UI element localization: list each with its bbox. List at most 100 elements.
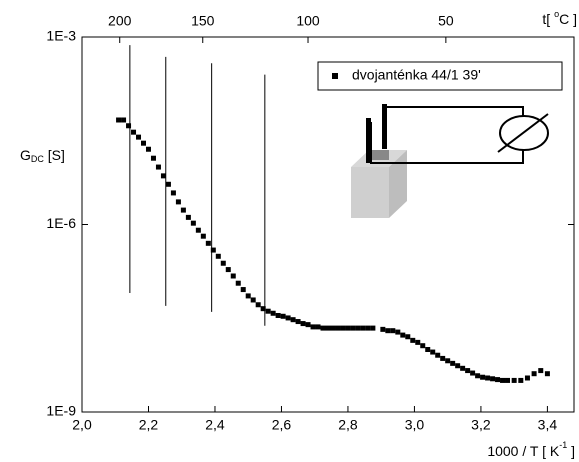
x-label-text: 1000 / T [ K — [487, 443, 560, 459]
legend-label: dvojanténka 44/1 39' — [352, 67, 481, 83]
data-point — [180, 207, 186, 213]
data-point — [126, 123, 132, 129]
data-point — [420, 343, 426, 349]
data-point — [365, 325, 371, 331]
data-point — [445, 358, 451, 364]
data-point — [210, 247, 216, 253]
data-point — [280, 313, 286, 319]
data-point — [131, 129, 137, 135]
y-label-unit: [S] — [44, 147, 65, 163]
data-point — [320, 325, 326, 331]
data-point — [285, 315, 291, 321]
data-point — [295, 319, 301, 325]
data-point — [330, 325, 336, 331]
x-tick-label: 2,8 — [338, 417, 358, 433]
data-point — [265, 308, 271, 314]
data-point — [340, 325, 346, 331]
x2-label-sup: o — [554, 9, 559, 19]
data-point — [460, 365, 466, 371]
data-point — [230, 273, 236, 279]
wire — [370, 122, 524, 164]
x-label-end: ] — [567, 443, 575, 459]
data-point — [405, 334, 411, 340]
x2-label-text: t[ — [542, 11, 554, 27]
data-point — [490, 376, 496, 382]
x2-tick-label: 150 — [191, 13, 215, 29]
data-point — [270, 310, 276, 316]
x-tick-label: 2,2 — [139, 417, 159, 433]
x2-axis-label: t[ oC ] — [542, 9, 577, 26]
legend-box — [317, 61, 563, 91]
data-point — [524, 375, 530, 381]
data-point — [410, 337, 416, 343]
data-point — [305, 322, 311, 328]
data-point — [345, 325, 351, 331]
data-point — [430, 349, 436, 355]
x2-label-end: C ] — [559, 11, 577, 27]
data-point — [400, 332, 406, 338]
data-point — [136, 134, 142, 140]
block-front — [351, 167, 389, 218]
x-tick-label: 3,0 — [405, 417, 425, 433]
data-point — [518, 377, 524, 383]
x-label-sup: -1 — [559, 440, 567, 450]
data-point — [435, 352, 441, 358]
data-point — [200, 233, 206, 239]
data-point — [255, 302, 261, 308]
x2-tick-label: 50 — [438, 13, 454, 29]
y-label-main: G — [20, 147, 31, 163]
data-point — [495, 377, 501, 383]
data-point — [160, 173, 166, 179]
data-point — [275, 312, 281, 318]
x-tick-label: 2,6 — [272, 417, 292, 433]
data-point — [355, 325, 361, 331]
data-point — [544, 371, 550, 377]
data-point — [240, 287, 246, 293]
data-point — [475, 373, 481, 379]
inset-schematic — [351, 104, 549, 218]
data-point — [325, 325, 331, 331]
x-tick-label: 2,0 — [72, 417, 92, 433]
data-point — [235, 280, 241, 286]
data-point — [250, 297, 256, 303]
data-point — [415, 339, 421, 345]
data-point — [511, 377, 517, 383]
x-tick-label: 3,2 — [471, 417, 491, 433]
y-axis-label: GDC [S] — [20, 147, 65, 165]
legend-marker — [332, 73, 338, 79]
y-tick-label: 1E-6 — [46, 215, 76, 231]
data-point — [170, 190, 176, 196]
data-point — [150, 155, 156, 161]
x-tick-label: 2,4 — [205, 417, 225, 433]
data-point — [470, 370, 476, 376]
data-point — [385, 328, 391, 334]
x-axis-label: 1000 / T [ K-1 ] — [487, 440, 575, 458]
x2-tick-label: 200 — [108, 13, 132, 29]
y-tick-label: 1E-9 — [46, 403, 76, 419]
data-point — [165, 181, 171, 187]
data-point — [425, 347, 431, 352]
data-point — [450, 360, 456, 366]
data-point — [315, 324, 321, 330]
data-point — [480, 374, 486, 380]
data-point — [175, 199, 181, 205]
data-point — [116, 117, 122, 123]
data-point — [531, 371, 537, 377]
data-point — [395, 329, 401, 335]
data-point — [185, 214, 191, 220]
data-point — [215, 253, 221, 259]
data-point — [220, 260, 226, 266]
data-point — [205, 240, 211, 246]
data-point — [195, 227, 201, 233]
data-point — [500, 377, 506, 383]
block-side — [389, 150, 407, 218]
data-point — [390, 328, 396, 334]
electrode — [382, 104, 387, 149]
data-point — [485, 375, 491, 381]
data-point — [300, 321, 306, 327]
data-point — [465, 368, 471, 374]
y-label-sub: DC — [31, 154, 44, 164]
electrode — [366, 118, 371, 163]
data-point — [141, 140, 146, 146]
